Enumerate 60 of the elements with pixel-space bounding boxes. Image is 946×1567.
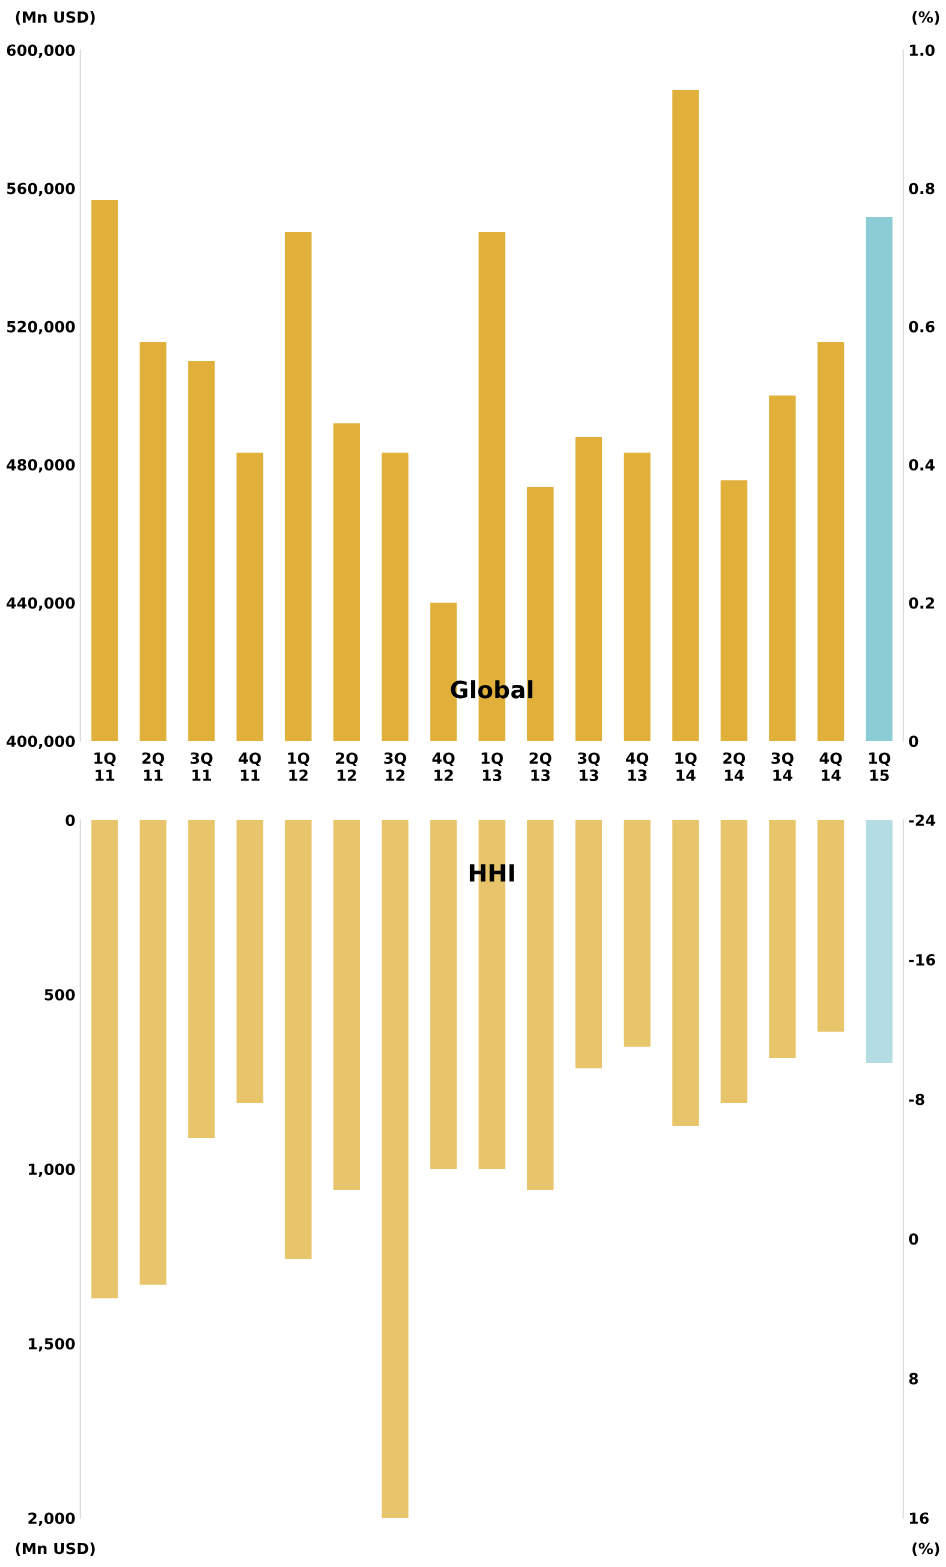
- x-tick-label: 1Q 11: [94, 752, 116, 781]
- bar: [236, 820, 264, 1104]
- x-tick-label: 3Q 12: [384, 752, 407, 781]
- x-tick-label: 4Q 12: [432, 752, 455, 781]
- y-axis-title: (Mn USD): [15, 1542, 95, 1557]
- y-tick-label: 1,500: [28, 1337, 75, 1352]
- bar: [284, 820, 312, 1260]
- y-tick-label: 400,000: [6, 735, 75, 749]
- y2-axis-title: (%): [912, 1542, 940, 1557]
- bar: [381, 820, 409, 1518]
- y-tick-label: 500: [44, 988, 75, 1001]
- x-tick-label: 3Q 13: [577, 752, 600, 782]
- y-tick-label: 0: [65, 814, 75, 827]
- y-axis-title: (Mn USD): [15, 11, 95, 25]
- x-tick-label: 3Q 11: [190, 752, 213, 781]
- bar: [188, 820, 215, 1138]
- x-tick-label: 4Q 11: [238, 752, 261, 781]
- y2-tick-label: -24: [909, 814, 936, 826]
- bar: [527, 820, 554, 1190]
- y2-tick-label: -16: [909, 954, 936, 966]
- y-tick-label: 440,000: [6, 597, 75, 611]
- bar: [720, 820, 748, 1104]
- bar: [769, 820, 796, 1059]
- bar: [817, 820, 845, 1032]
- y2-tick-label: 0: [909, 1233, 919, 1245]
- y2-tick-label: 1.0: [910, 44, 935, 57]
- y-tick-label: 2,000: [28, 1512, 75, 1526]
- y2-tick-label: -8: [909, 1093, 925, 1106]
- x-tick-label: 1Q 14: [675, 752, 697, 781]
- bar: [333, 820, 360, 1190]
- y2-axis-title: (%): [912, 11, 940, 25]
- x-tick-label: 1Q 12: [288, 752, 310, 781]
- y-tick-label: 560,000: [7, 182, 75, 197]
- x-tick-label: 2Q 12: [336, 752, 358, 781]
- y2-tick-label: 0.2: [909, 597, 935, 609]
- x-tick-label: 1Q 15: [869, 752, 891, 782]
- bar: [865, 820, 893, 1063]
- x-tick-label: 3Q 14: [771, 752, 794, 781]
- y2-tick-label: 16: [910, 1512, 929, 1525]
- y-tick-label: 1,000: [28, 1163, 75, 1177]
- bar: [672, 820, 699, 1127]
- y-tick-label: 520,000: [7, 320, 75, 335]
- y-tick-label: 600,000: [6, 44, 75, 58]
- y2-tick-label: 0.8: [909, 182, 935, 195]
- x-tick-label: 1Q 13: [481, 752, 503, 782]
- x-tick-label: 2Q 14: [723, 752, 746, 781]
- x-tick-label: 4Q 14: [819, 752, 842, 781]
- bar: [575, 820, 603, 1069]
- x-tick-label: 2Q 13: [529, 752, 552, 782]
- bar: [623, 820, 651, 1047]
- bar: [430, 820, 457, 1169]
- y2-tick-label: 0: [909, 735, 919, 748]
- bar: [91, 820, 118, 1299]
- x-tick-label: 2Q 11: [142, 752, 165, 781]
- y-tick-label: 480,000: [6, 459, 75, 473]
- y2-tick-label: 8: [909, 1372, 918, 1385]
- bar: [139, 820, 167, 1285]
- x-tick-label: 4Q 13: [626, 752, 649, 782]
- y2-tick-label: 0.6: [909, 320, 935, 333]
- y2-tick-label: 0.4: [909, 459, 935, 471]
